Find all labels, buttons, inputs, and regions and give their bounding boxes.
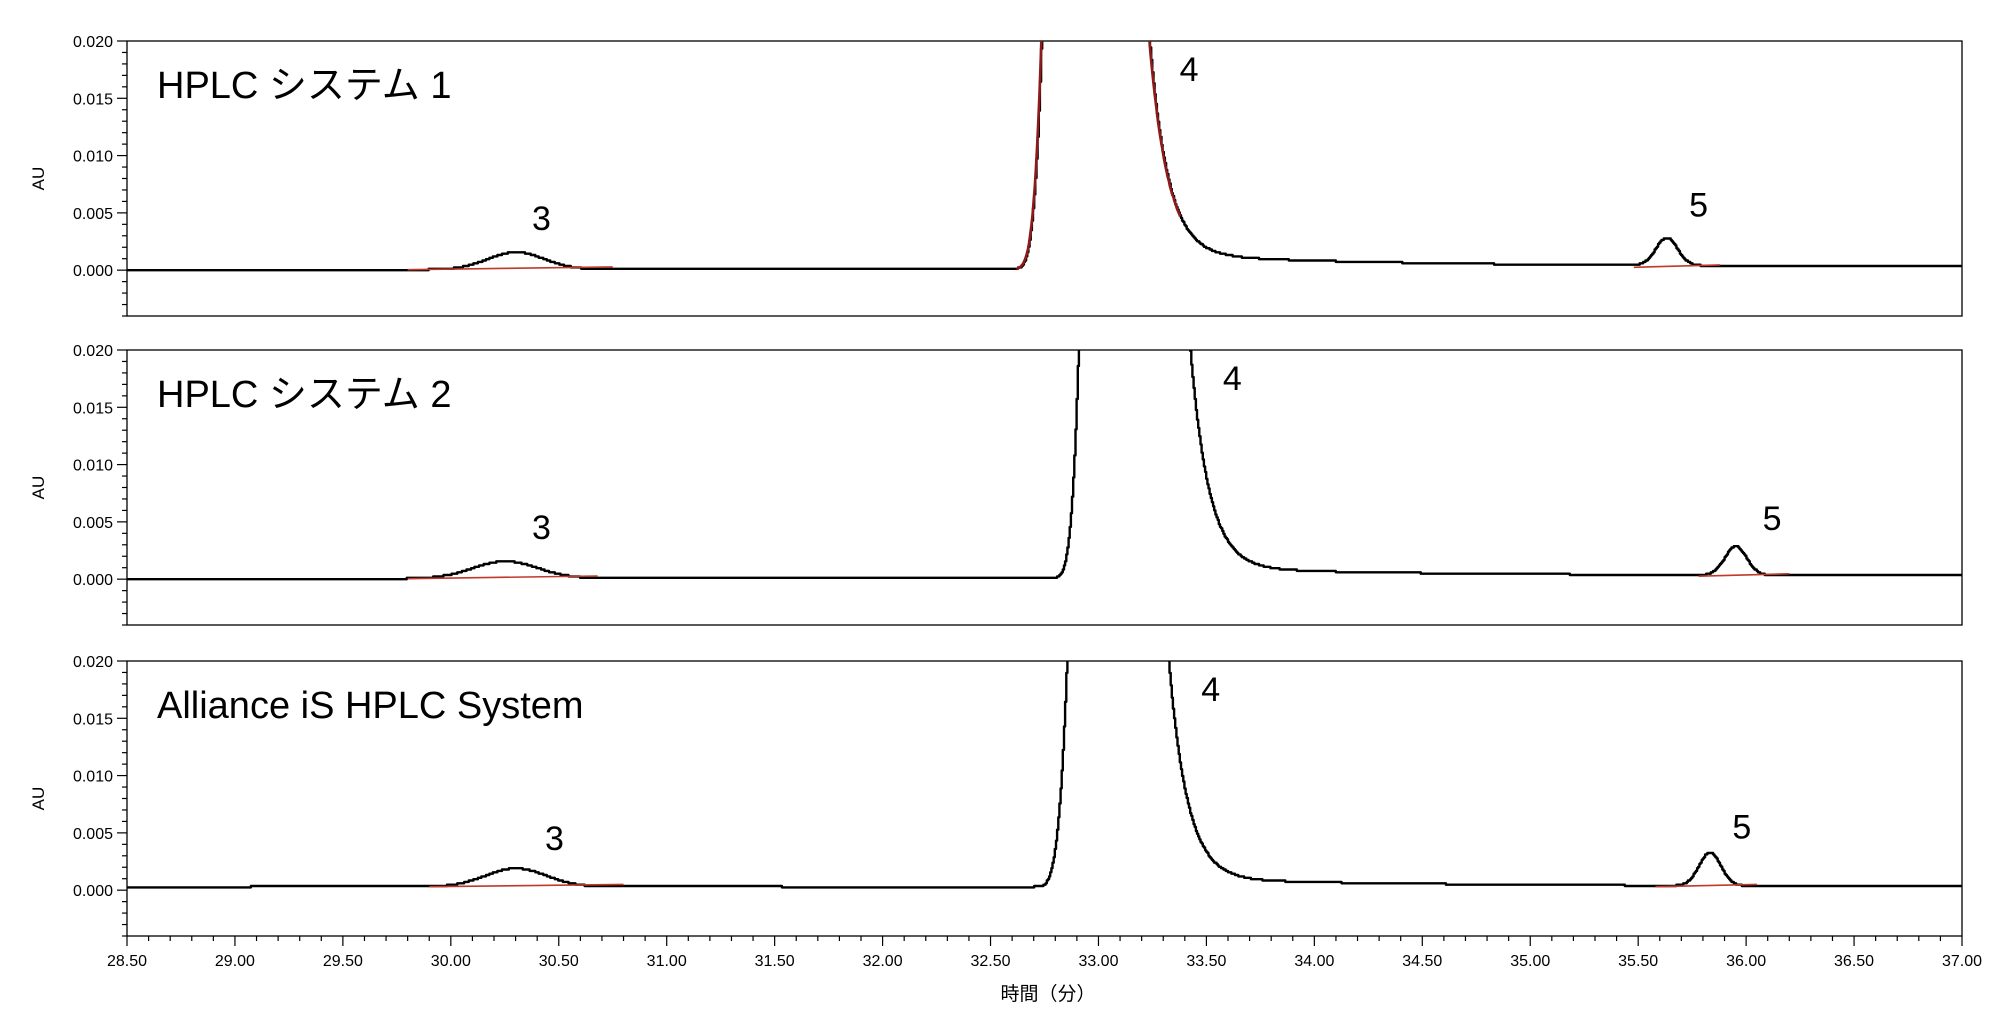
peak-label-3: 3 [532, 509, 551, 547]
peak-label-3: 3 [532, 200, 551, 238]
panel-title: HPLC システム 2 [157, 374, 451, 416]
x-tick-label: 31.50 [755, 953, 795, 970]
integration-baseline-peak-3 [429, 883, 624, 888]
x-tick-label: 33.00 [1078, 953, 1118, 970]
x-tick-label: 30.50 [539, 953, 579, 970]
y-tick-label: 0.000 [73, 263, 113, 280]
chromatogram-panel-3: 0.020 0.015 0.010 0.005 0.000 AU Alliance iS H… [29, 654, 1963, 937]
y-tick-label: 0.020 [73, 343, 113, 360]
integration-baseline-peak-3 [407, 266, 613, 271]
x-tick-label: 32.50 [971, 953, 1011, 970]
panel-title: HPLC システム 1 [157, 65, 451, 107]
y-tick-label: 0.000 [73, 572, 113, 589]
peak-label-3: 3 [545, 820, 564, 858]
peak-label-5: 5 [1763, 500, 1782, 538]
chromatogram-panels: 0.020 0.015 0.010 0.005 0.000 AU HPLC システム 1 3 5… [29, 34, 1963, 937]
x-tick-label: 30.00 [431, 953, 471, 970]
y-tick-label: 0.020 [73, 654, 113, 671]
y-tick-label: 0.010 [73, 149, 113, 166]
peak-label-4: 4 [1223, 360, 1242, 398]
main-peak-tail-highlight [1148, 41, 1182, 217]
chromatogram-panel-2: 0.020 0.015 0.010 0.005 0.000 AU HPLC システム 2 3 5… [29, 343, 1963, 626]
chromatogram-trace [127, 350, 1962, 581]
x-tick-label: 33.50 [1186, 953, 1226, 970]
integration-baseline-peak-5 [1698, 572, 1790, 578]
y-tick-label: 0.015 [73, 400, 113, 417]
peak-label-4: 4 [1180, 51, 1199, 89]
y-tick-label: 0.005 [73, 826, 113, 843]
peak-label-4: 4 [1201, 671, 1220, 709]
y-tick-label: 0.000 [73, 883, 113, 900]
x-tick-label: 31.00 [647, 953, 687, 970]
y-tick-label: 0.010 [73, 769, 113, 786]
y-axis-label: AU [29, 167, 48, 191]
x-tick-label: 37.00 [1942, 953, 1982, 970]
peak-label-5: 5 [1689, 186, 1708, 224]
integration-baseline-peak-5 [1655, 883, 1757, 888]
x-tick-label: 36.00 [1726, 953, 1766, 970]
chromatogram-panel-1: 0.020 0.015 0.010 0.005 0.000 AU HPLC システム 1 3 5… [29, 34, 1963, 317]
y-axis-label: AU [29, 787, 48, 811]
panel-title: Alliance iS HPLC System [157, 685, 584, 727]
y-tick-label: 0.015 [73, 91, 113, 108]
integration-baseline-peak-3 [407, 575, 598, 580]
x-tick-label: 28.50 [107, 953, 147, 970]
integration-baseline-peak-5 [1633, 264, 1721, 269]
x-tick-label: 36.50 [1834, 953, 1874, 970]
x-tick-label: 29.50 [323, 953, 363, 970]
x-tick-label: 34.50 [1402, 953, 1442, 970]
x-tick-label: 29.00 [215, 953, 255, 970]
y-tick-label: 0.005 [73, 206, 113, 223]
y-tick-label: 0.015 [73, 711, 113, 728]
x-axis: 28.50 29.00 29.50 30.00 30.50 31.00 31.50 32.00… [107, 936, 1982, 970]
main-peak-front-highlight [1016, 41, 1043, 271]
y-tick-label: 0.010 [73, 458, 113, 475]
x-tick-label: 32.00 [863, 953, 903, 970]
x-tick-label: 34.00 [1294, 953, 1334, 970]
peak-label-5: 5 [1732, 809, 1751, 847]
x-axis-label: 時間（分） [1000, 983, 1095, 1005]
x-tick-label: 35.50 [1618, 953, 1658, 970]
chromatogram-trace [127, 41, 1962, 272]
y-tick-label: 0.020 [73, 34, 113, 51]
y-axis-label: AU [29, 476, 48, 500]
y-tick-label: 0.005 [73, 515, 113, 532]
x-tick-label: 35.00 [1510, 953, 1550, 970]
